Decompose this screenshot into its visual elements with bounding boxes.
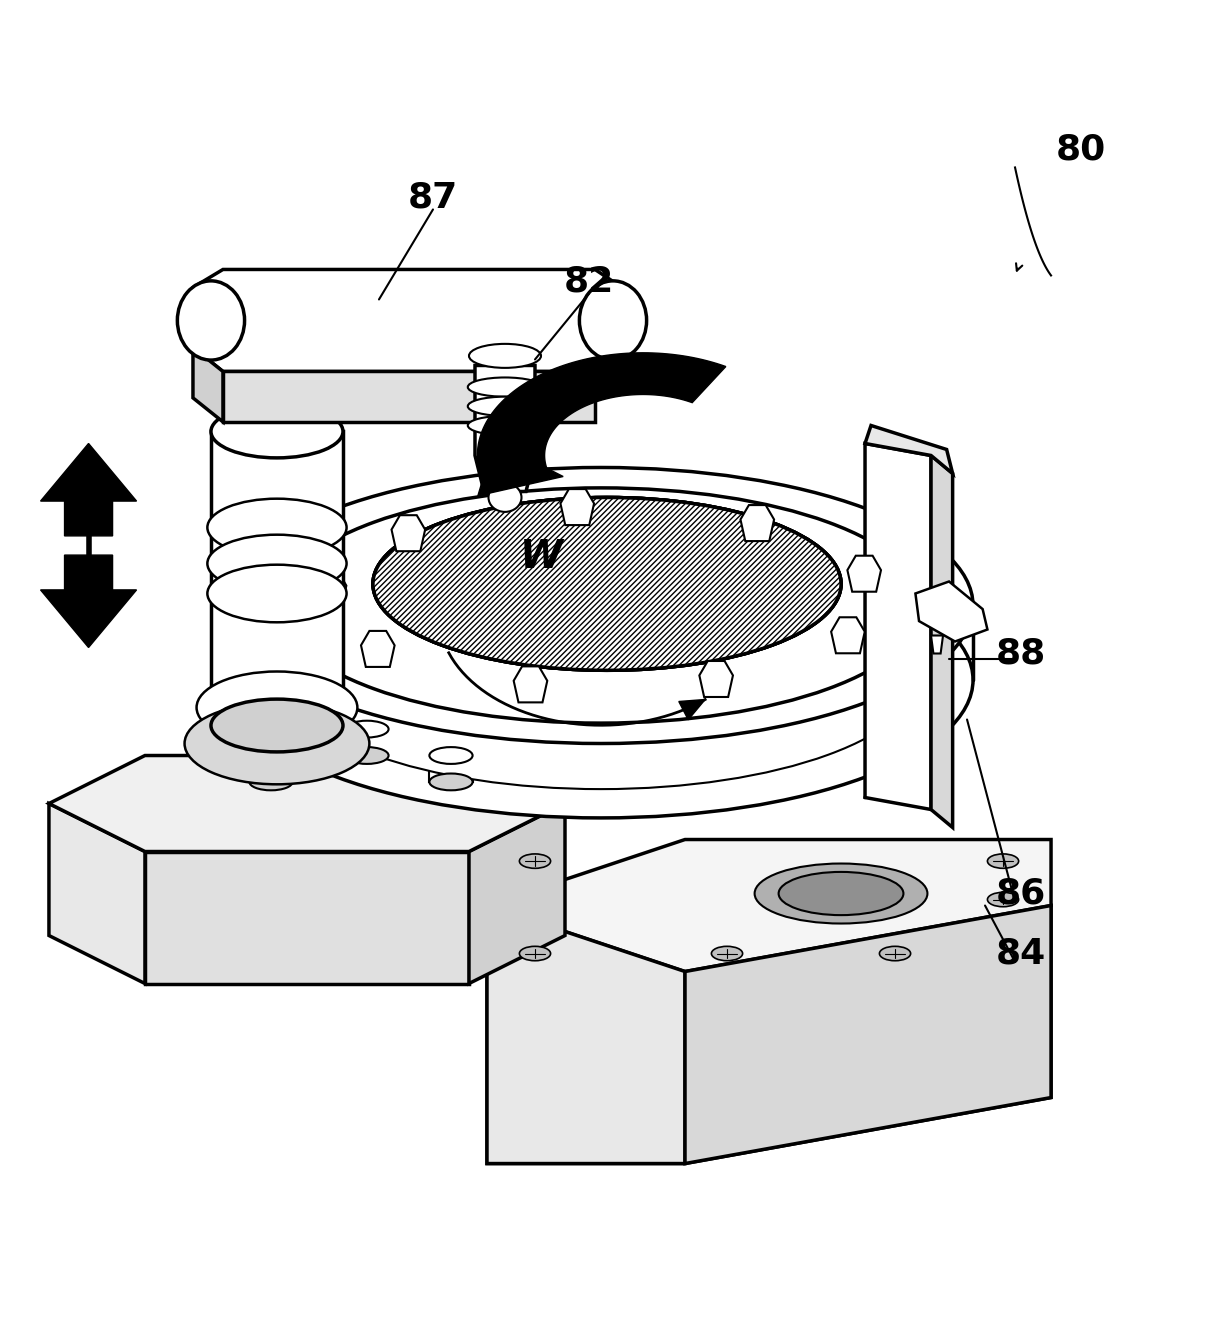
Ellipse shape — [467, 416, 543, 435]
Polygon shape — [193, 270, 631, 372]
Ellipse shape — [208, 535, 346, 592]
Polygon shape — [477, 353, 726, 490]
Ellipse shape — [467, 396, 543, 416]
Ellipse shape — [197, 672, 357, 744]
Polygon shape — [915, 582, 987, 642]
Text: 80: 80 — [1056, 133, 1106, 167]
Ellipse shape — [987, 892, 1019, 907]
Ellipse shape — [211, 700, 344, 752]
Polygon shape — [40, 555, 136, 647]
Polygon shape — [931, 635, 943, 654]
Ellipse shape — [373, 497, 841, 670]
Polygon shape — [226, 729, 268, 756]
Polygon shape — [931, 455, 953, 827]
Ellipse shape — [467, 377, 543, 396]
Polygon shape — [392, 516, 425, 551]
Ellipse shape — [249, 747, 293, 764]
Polygon shape — [514, 666, 548, 702]
Ellipse shape — [879, 947, 910, 960]
Ellipse shape — [520, 854, 551, 869]
Text: 88: 88 — [995, 637, 1046, 670]
Polygon shape — [469, 803, 565, 983]
Ellipse shape — [279, 488, 923, 723]
Polygon shape — [478, 442, 563, 496]
Polygon shape — [866, 443, 931, 810]
Polygon shape — [345, 729, 388, 756]
Polygon shape — [40, 443, 136, 536]
Text: 86: 86 — [995, 877, 1046, 911]
Polygon shape — [487, 839, 1051, 971]
Polygon shape — [685, 905, 1051, 1163]
Ellipse shape — [229, 541, 974, 818]
Ellipse shape — [279, 553, 923, 790]
Polygon shape — [847, 556, 881, 592]
Ellipse shape — [249, 774, 293, 790]
Ellipse shape — [177, 281, 244, 360]
Ellipse shape — [520, 947, 551, 960]
Polygon shape — [741, 505, 775, 541]
Polygon shape — [313, 571, 346, 607]
Polygon shape — [866, 426, 953, 474]
Polygon shape — [487, 905, 685, 1163]
Ellipse shape — [345, 747, 388, 764]
Ellipse shape — [185, 702, 369, 784]
Ellipse shape — [469, 344, 541, 368]
Ellipse shape — [211, 406, 344, 458]
Polygon shape — [699, 661, 733, 697]
Polygon shape — [832, 618, 864, 653]
Polygon shape — [430, 756, 472, 782]
Text: 84: 84 — [995, 936, 1046, 971]
Ellipse shape — [226, 721, 268, 737]
Polygon shape — [249, 756, 293, 782]
Ellipse shape — [488, 483, 522, 512]
Polygon shape — [361, 631, 395, 667]
Polygon shape — [223, 372, 595, 422]
Ellipse shape — [430, 774, 472, 790]
Ellipse shape — [208, 564, 346, 622]
Ellipse shape — [208, 498, 346, 556]
Text: 87: 87 — [408, 180, 458, 215]
Ellipse shape — [778, 872, 903, 915]
Polygon shape — [561, 489, 594, 525]
Polygon shape — [144, 851, 469, 983]
Ellipse shape — [755, 864, 927, 924]
Ellipse shape — [430, 747, 472, 764]
Polygon shape — [211, 431, 344, 725]
Polygon shape — [49, 756, 565, 851]
Polygon shape — [193, 348, 223, 422]
Polygon shape — [679, 700, 705, 720]
Ellipse shape — [226, 747, 268, 764]
Ellipse shape — [229, 467, 974, 744]
Polygon shape — [487, 905, 1051, 1163]
Ellipse shape — [711, 947, 743, 960]
Text: W: W — [520, 539, 562, 576]
Polygon shape — [475, 365, 535, 492]
Polygon shape — [49, 803, 144, 983]
Ellipse shape — [987, 854, 1019, 869]
Text: 82: 82 — [563, 265, 614, 298]
Ellipse shape — [345, 721, 388, 737]
Ellipse shape — [373, 497, 841, 670]
Ellipse shape — [373, 497, 841, 670]
Ellipse shape — [579, 281, 647, 360]
